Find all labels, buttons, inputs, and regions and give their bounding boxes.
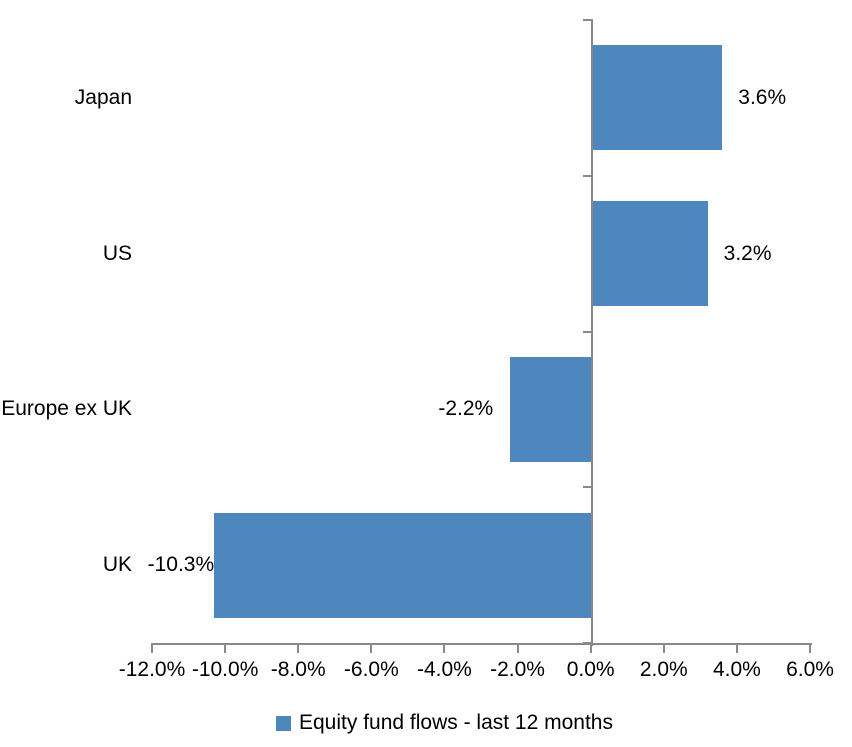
legend: Equity fund flows - last 12 months (276, 710, 613, 736)
x-axis-tick-label: -2.0% (490, 658, 545, 681)
x-axis-tick-label: 6.0% (786, 658, 834, 681)
x-axis-tick-label: 0.0% (566, 658, 615, 681)
x-axis-tick (443, 643, 446, 653)
x-axis-tick-label: 2.0% (639, 658, 688, 681)
x-axis-tick-label: -8.0% (270, 658, 326, 681)
category-axis-tick (582, 486, 591, 489)
data-label-europe-ex-uk: -2.2% (438, 397, 494, 421)
x-axis-tick-label: -12.0% (118, 658, 186, 681)
x-axis-tick (516, 643, 519, 653)
category-label-uk: UK (102, 553, 132, 577)
legend-label: Equity fund flows - last 12 months (299, 711, 613, 734)
x-axis-tick (589, 643, 592, 653)
category-label-japan: Japan (74, 85, 132, 109)
x-axis-tick-label: 4.0% (712, 658, 761, 681)
category-axis-tick (582, 330, 591, 333)
x-axis-tick (735, 643, 738, 653)
data-label-uk: -10.3% (147, 553, 215, 577)
category-label-europe-ex-uk: Europe ex UK (1, 397, 132, 421)
x-axis-tick (151, 643, 153, 653)
category-axis-tick (582, 642, 591, 644)
x-axis-line (151, 643, 812, 645)
legend-marker-icon (276, 715, 291, 731)
x-axis-tick (297, 643, 300, 653)
x-axis-tick (224, 643, 227, 653)
data-label-japan: 3.6% (738, 85, 787, 109)
category-label-us: US (102, 241, 132, 265)
category-axis-tick (582, 19, 591, 21)
x-axis-tick (662, 643, 665, 653)
y-axis-line (590, 19, 593, 646)
x-axis-tick (370, 643, 373, 653)
category-axis-tick (582, 174, 591, 177)
x-axis-tick-label: -6.0% (343, 658, 399, 681)
bar-japan (590, 45, 723, 151)
data-label-us: 3.2% (723, 241, 772, 265)
bar-europe-ex-uk (510, 356, 591, 462)
bar-us (590, 201, 708, 307)
x-axis-tick (809, 643, 811, 653)
x-axis-tick-label: -10.0% (191, 658, 259, 681)
x-axis-tick-label: -4.0% (417, 658, 472, 681)
bar-uk (214, 512, 591, 618)
